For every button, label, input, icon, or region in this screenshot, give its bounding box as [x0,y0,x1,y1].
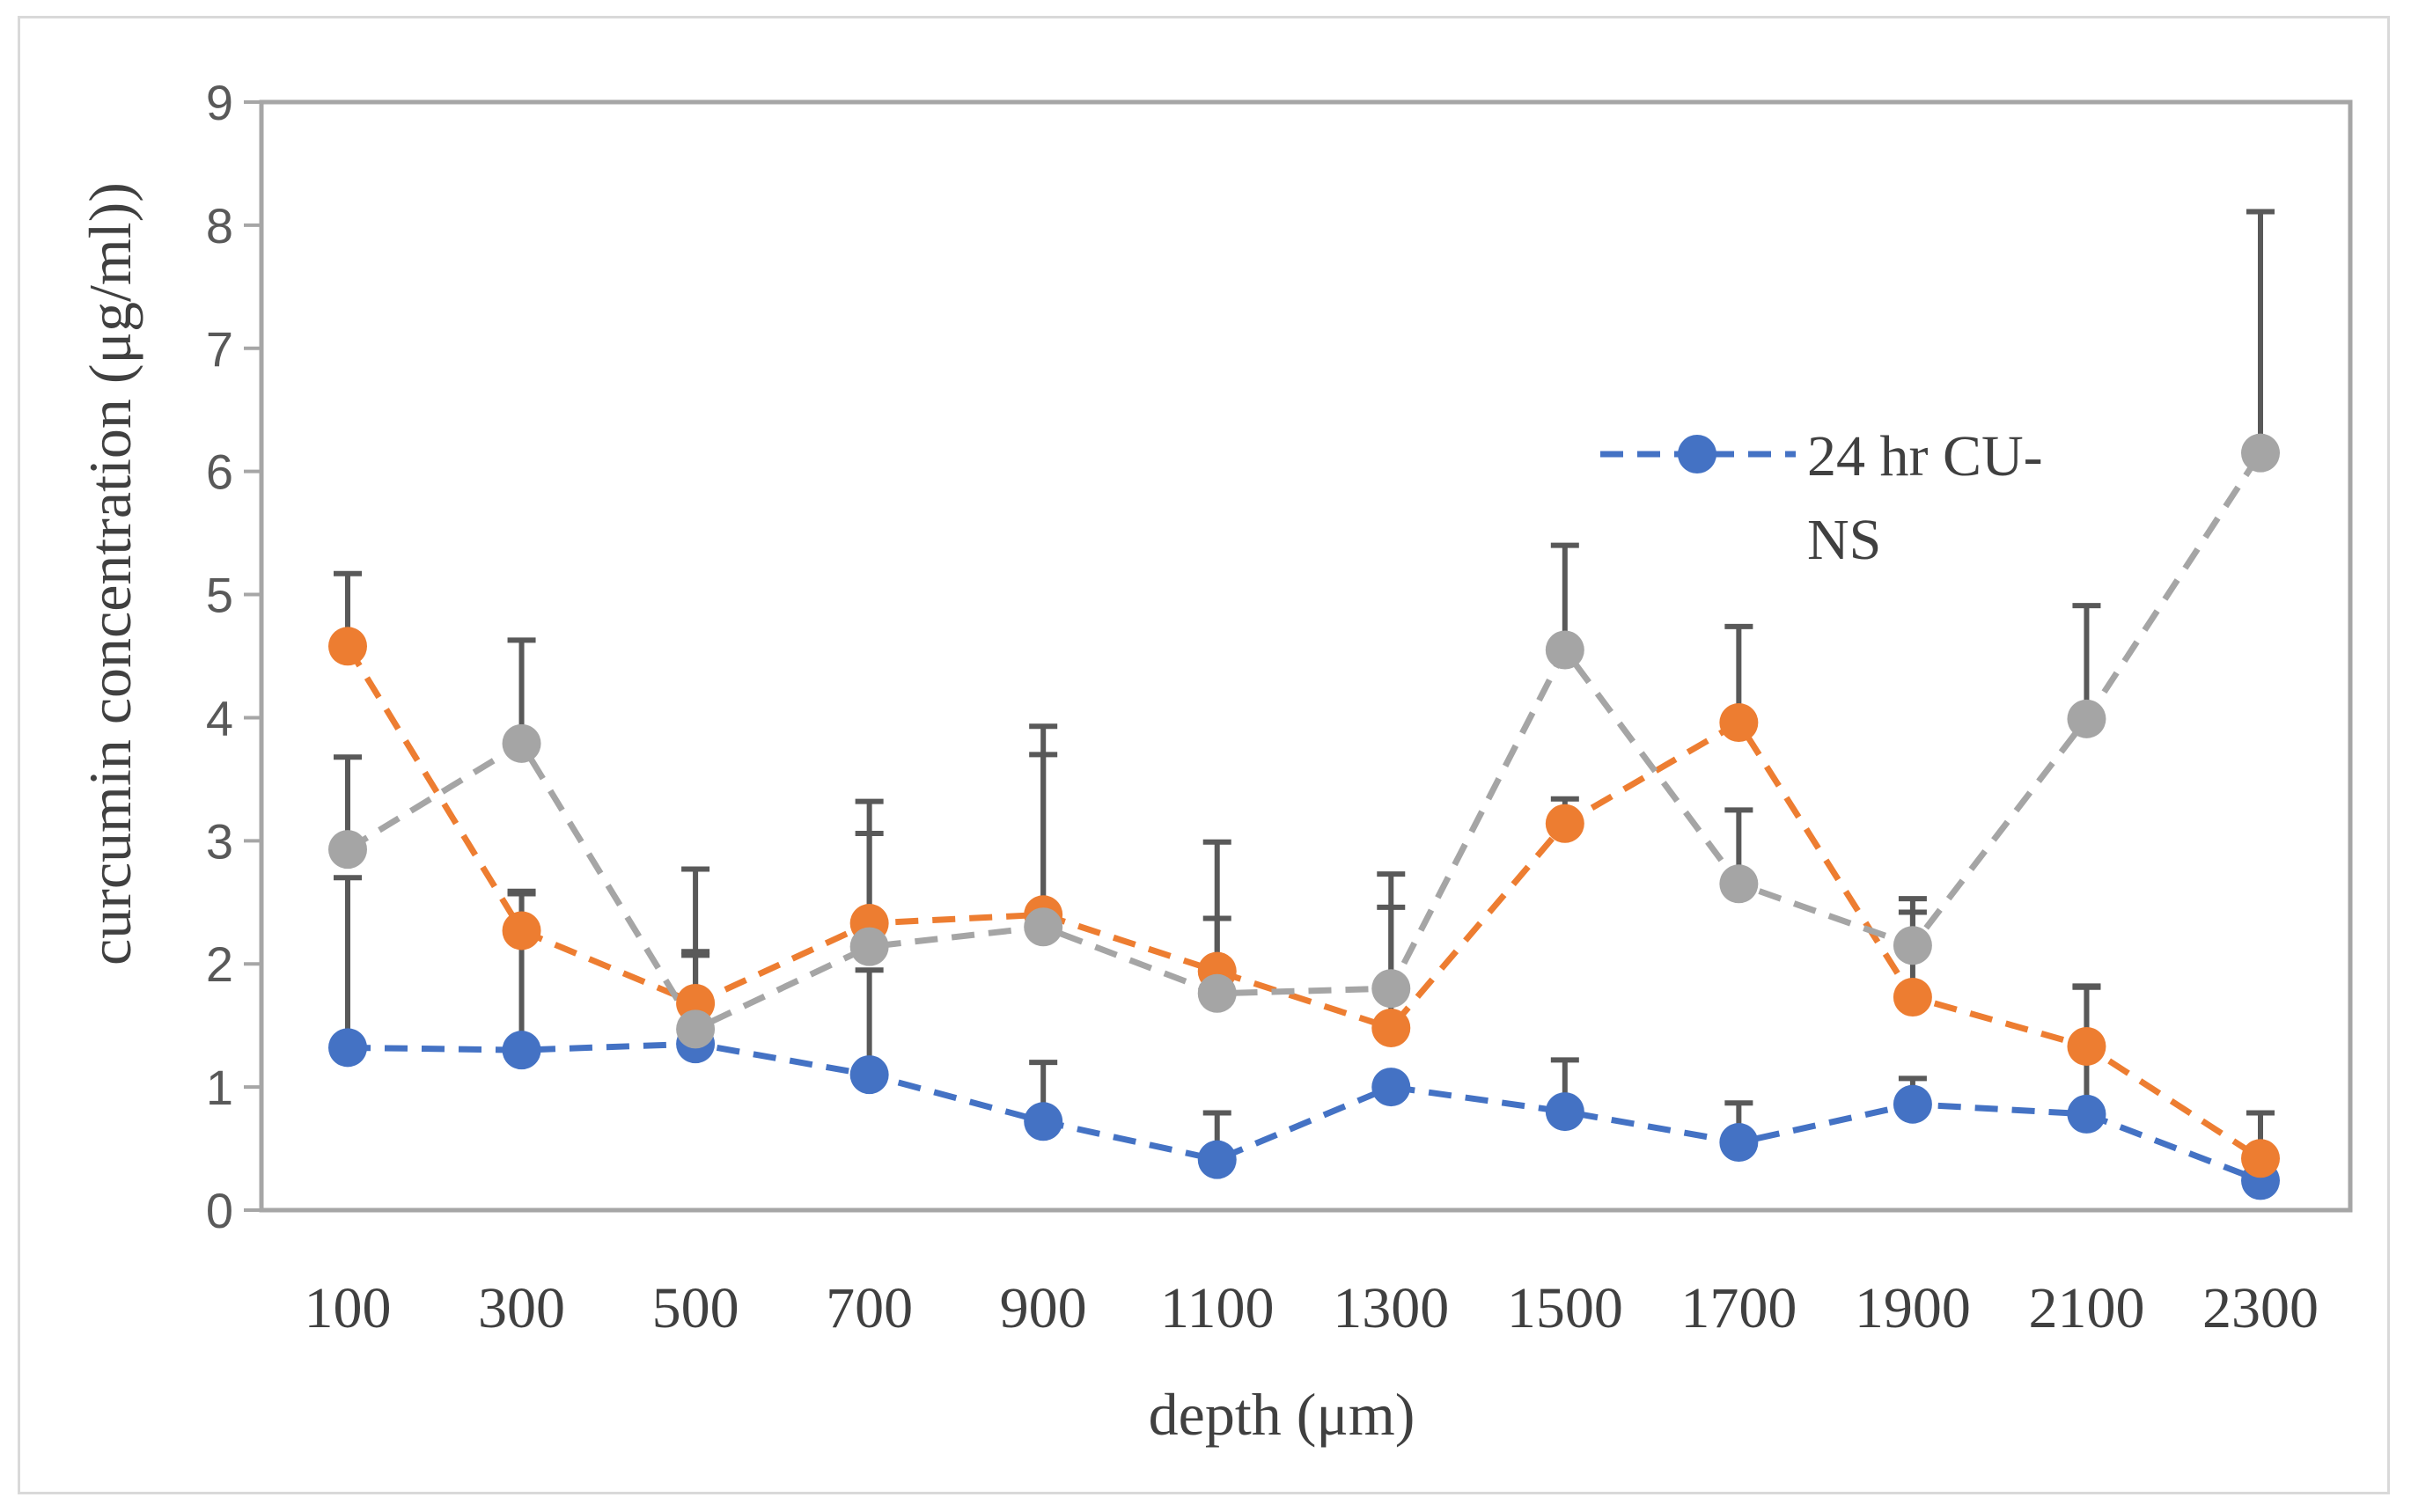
series-2-point [2067,1026,2106,1066]
series-1-point [1197,1140,1237,1179]
x-tick-label: 1700 [1680,1276,1797,1340]
series-lines [345,451,2263,1184]
x-tick-label: 2300 [2202,1276,2319,1340]
series-3-point [1371,969,1411,1009]
series-1-line [347,1040,2262,1184]
y-axis-ticks: 0 1 2 3 4 5 6 7 8 9 [206,75,261,1238]
series-3-point [1719,864,1759,904]
x-tick-label: 500 [652,1276,739,1340]
plot-border [259,99,2353,1213]
x-axis-ticks: 100 300 500 700 900 1100 1300 1500 1700 1900 2100 2… [305,1276,2319,1340]
series-3-point [1893,926,1932,965]
series-1-point [1545,1092,1584,1132]
y-tick-label: 9 [206,75,233,130]
series-3-point [676,1009,716,1049]
series-2-point [1371,1008,1411,1047]
y-tick-label: 3 [206,813,233,869]
y-tick-label: 5 [206,568,233,623]
y-tick-label: 1 [206,1060,233,1115]
series-1-point [849,1055,889,1095]
x-tick-label: 1100 [1160,1276,1275,1340]
series-1-point [1719,1123,1759,1163]
series-3-point [1024,907,1063,947]
legend-marker-swatch [1678,435,1716,473]
y-tick-label: 0 [206,1183,233,1238]
series-3-point [2067,699,2106,738]
x-tick-label: 1900 [1855,1276,1971,1340]
series-1-point [1371,1068,1411,1107]
series-1-point [2067,1094,2106,1134]
y-tick-label: 8 [206,198,233,253]
x-tick-label: 1300 [1333,1276,1449,1340]
legend: 24 hr CU- NS [1600,424,2043,572]
series-1-point [1024,1102,1063,1141]
series-1-point [502,1031,541,1070]
series-2-point [2241,1139,2280,1178]
y-axis-title: curcumin concentration (μg/ml)) [77,182,143,965]
error-bars [334,209,2275,1181]
y-tick-label: 7 [206,321,233,377]
x-tick-label: 700 [826,1276,913,1340]
series-2-point [1719,703,1759,743]
series-3-point [849,927,889,966]
series-points [328,433,2280,1200]
y-tick-label: 6 [206,444,233,500]
series-2-point [1893,977,1932,1017]
series-3-point [1545,630,1584,670]
series-2-point [1545,804,1584,843]
x-tick-label: 1500 [1507,1276,1623,1340]
plot-area [259,99,2353,1213]
series-3-point [1197,973,1237,1013]
x-tick-label: 300 [478,1276,565,1340]
series-1-point [1893,1084,1932,1124]
x-tick-label: 2100 [2028,1276,2144,1340]
series-3-point [2241,433,2280,473]
series-2-point [502,911,541,951]
series-1-point [328,1028,367,1068]
y-tick-label: 4 [206,690,233,745]
y-tick-label: 2 [206,936,233,992]
series-3-point [502,723,541,763]
x-tick-label: 100 [305,1276,392,1340]
series-3-line [346,451,2263,1033]
series-2-line [345,644,2262,1162]
series-3-point [328,830,367,870]
legend-label-line1: 24 hr CU- [1807,424,2043,488]
x-axis-title: depth (μm) [1149,1381,1415,1448]
x-tick-label: 900 [1000,1276,1087,1340]
legend-label-line2: NS [1807,508,1881,572]
series-2-point [328,627,367,666]
